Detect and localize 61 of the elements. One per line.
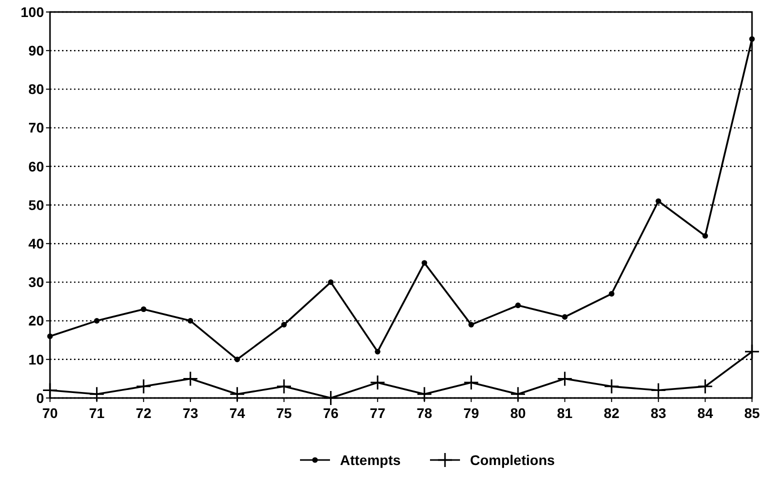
y-tick-label: 0: [36, 390, 44, 406]
point: [94, 318, 100, 324]
point: [422, 260, 428, 266]
point: [604, 378, 620, 394]
x-tick-label: 80: [510, 405, 526, 421]
point: [656, 198, 662, 204]
x-tick-label: 79: [463, 405, 480, 421]
point: [510, 386, 526, 402]
point: [234, 356, 240, 362]
x-tick-label: 84: [697, 405, 714, 421]
x-tick-label: 83: [650, 405, 666, 421]
legend-label: Completions: [470, 452, 555, 468]
point: [744, 344, 760, 360]
point: [276, 378, 292, 394]
y-tick-label: 100: [20, 4, 44, 20]
y-tick-label: 30: [28, 274, 44, 290]
point: [416, 386, 432, 402]
x-tick-label: 82: [604, 405, 620, 421]
y-tick-label: 90: [28, 42, 44, 58]
y-tick-label: 20: [28, 312, 44, 329]
point: [140, 306, 146, 312]
x-tick-label: 74: [229, 405, 246, 421]
point: [136, 378, 152, 394]
point: [188, 318, 194, 324]
point: [323, 390, 339, 406]
x-tick-label: 77: [370, 405, 386, 421]
y-tick-label: 50: [28, 196, 44, 213]
point: [702, 233, 708, 239]
x-tick-label: 75: [276, 405, 292, 421]
point: [370, 374, 386, 390]
point: [468, 322, 474, 328]
point: [608, 290, 614, 297]
point: [515, 302, 521, 308]
x-tick-label: 78: [416, 405, 432, 421]
point: [182, 370, 198, 386]
x-tick-label: 85: [744, 405, 760, 421]
point: [42, 382, 58, 398]
point: [229, 386, 245, 402]
point: [463, 374, 479, 390]
point: [374, 348, 380, 354]
point: [89, 386, 105, 402]
point: [562, 314, 568, 320]
point: [47, 333, 53, 340]
point: [650, 382, 666, 398]
point: [281, 322, 287, 328]
y-tick-label: 40: [28, 236, 44, 252]
x-tick-label: 81: [557, 405, 573, 421]
point: [328, 279, 334, 285]
y-tick-label: 10: [28, 351, 44, 368]
y-tick-label: 70: [28, 120, 44, 136]
y-tick-label: 60: [28, 158, 44, 174]
x-tick-label: 72: [136, 405, 152, 421]
point: [557, 370, 573, 386]
point: [697, 378, 713, 394]
point: [749, 36, 755, 42]
x-tick-label: 70: [42, 405, 58, 421]
legend-label: Attempts: [340, 452, 401, 468]
x-tick-label: 73: [182, 405, 198, 421]
x-tick-label: 71: [89, 405, 105, 421]
x-tick-label: 76: [323, 405, 339, 421]
y-tick-label: 80: [28, 81, 44, 98]
